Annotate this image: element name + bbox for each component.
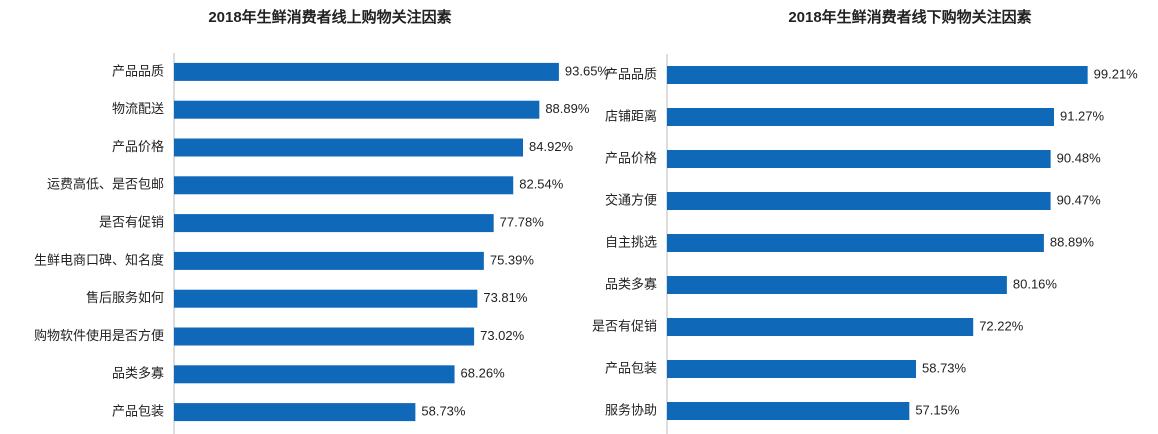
value-label: 88.89% [545, 101, 590, 116]
category-label: 品类多寡 [112, 366, 164, 381]
value-label: 75.39% [490, 252, 535, 267]
chart-title: 2018年生鲜消费者线下购物关注因素 [788, 8, 1031, 26]
value-label: 58.73% [421, 404, 466, 419]
category-label: 服务协助 [605, 402, 657, 417]
value-label: 58.73% [922, 360, 967, 375]
category-label: 自主挑选 [605, 234, 657, 249]
bar [667, 108, 1054, 126]
value-label: 80.16% [1013, 276, 1058, 291]
bar [174, 251, 484, 270]
bar [667, 360, 917, 378]
value-label: 82.54% [519, 177, 564, 192]
category-label: 产品价格 [605, 150, 657, 165]
category-label: 购物软件使用是否方便 [34, 328, 164, 343]
bar [174, 289, 478, 308]
category-label: 产品品质 [605, 66, 657, 81]
value-label: 88.89% [1050, 234, 1095, 249]
category-label: 运费高低、是否包邮 [47, 177, 164, 192]
value-label: 99.21% [1094, 66, 1139, 81]
bar [667, 192, 1051, 210]
category-label: 交通方便 [605, 192, 657, 207]
bar [174, 327, 475, 346]
bar [174, 100, 540, 119]
category-label: 是否有促销 [99, 215, 164, 230]
bar [667, 234, 1044, 252]
category-label: 产品品质 [112, 63, 164, 78]
category-label: 是否有促销 [592, 318, 657, 333]
bar [667, 402, 910, 420]
value-label: 91.27% [1060, 108, 1105, 123]
bar [667, 66, 1088, 84]
category-label: 物流配送 [112, 101, 164, 116]
bar [667, 318, 974, 336]
value-label: 73.02% [480, 328, 525, 343]
value-label: 90.48% [1057, 150, 1102, 165]
value-label: 72.22% [979, 318, 1024, 333]
value-label: 84.92% [529, 139, 574, 154]
bar [667, 150, 1051, 168]
bar [174, 365, 455, 384]
category-label: 产品包装 [112, 404, 164, 419]
value-label: 57.15% [915, 402, 960, 417]
value-label: 90.47% [1057, 192, 1102, 207]
category-label: 店铺距离 [605, 108, 657, 123]
bar [667, 276, 1007, 294]
chart-title: 2018年生鲜消费者线上购物关注因素 [208, 8, 451, 26]
category-label: 产品价格 [112, 139, 164, 154]
category-label: 生鲜电商口碑、知名度 [34, 252, 164, 267]
value-label: 68.26% [461, 366, 506, 381]
bar [174, 403, 416, 422]
category-label: 产品包装 [605, 360, 657, 375]
bar [174, 138, 524, 157]
bar [174, 176, 514, 195]
category-label: 售后服务如何 [86, 290, 164, 305]
value-label: 77.78% [500, 215, 545, 230]
value-label: 93.65% [565, 63, 610, 78]
bar [174, 214, 494, 233]
bar [174, 62, 559, 81]
value-label: 73.81% [483, 290, 528, 305]
category-label: 品类多寡 [605, 276, 657, 291]
